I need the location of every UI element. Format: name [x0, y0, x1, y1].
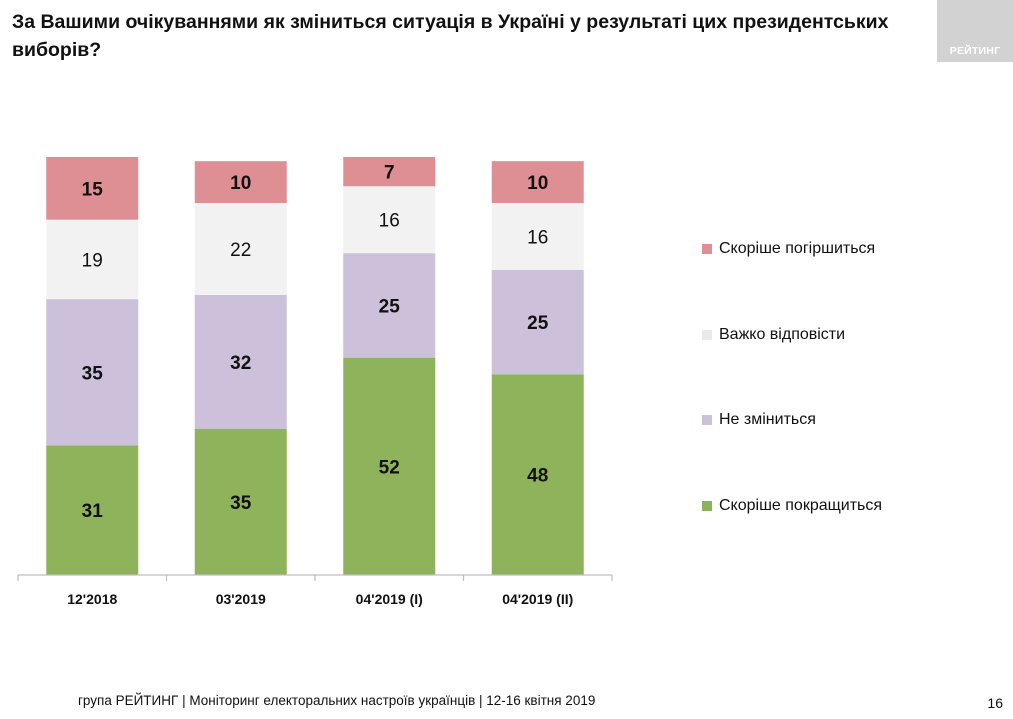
legend-swatch [702, 330, 712, 340]
legend-item-скоріше-погіршиться: Скоріше погіршиться [702, 240, 875, 258]
category-label: 04'2019 (I) [356, 591, 423, 607]
bar-data-label: 10 [230, 173, 251, 194]
bar-segment-скоріше-погіршиться [194, 161, 287, 203]
bar-segment-важко-відповісти [194, 202, 287, 295]
category-label: 03'2019 [216, 591, 266, 607]
bar-data-label: 48 [527, 466, 548, 487]
legend-label: Не зміниться [719, 411, 816, 428]
bar-segment-скоріше-покращиться [194, 428, 287, 575]
legend-label: Скоріше покращиться [719, 497, 883, 514]
rating-logo: РЕЙТИНГ [937, 0, 1013, 62]
legend-swatch [702, 244, 712, 254]
chart-legend: Скоріше погіршиться Важко відповісти Не зм… [702, 0, 962, 540]
category-label: 04'2019 (II) [502, 591, 573, 607]
legend-item-важко-відповісти: Важко відповісти [702, 326, 845, 344]
footer-text: група РЕЙТИНГ | Моніторинг електоральних… [78, 693, 596, 708]
bar-data-label: 7 [384, 163, 395, 184]
bar-segment-не-зміниться [194, 294, 287, 429]
bar-segment-важко-відповісти [491, 202, 584, 270]
bar-data-label: 16 [379, 211, 400, 232]
category-labels: 12'2018 03'2019 04'2019 (I) 04'2019 (II) [67, 591, 573, 607]
page-number: 16 [987, 695, 1003, 711]
category-label: 12'2018 [67, 591, 117, 607]
bar-segment-скоріше-погіршиться [343, 157, 436, 187]
bar-data-label: 25 [379, 296, 401, 317]
bar-segment-скоріше-покращиться [46, 445, 139, 575]
bar-data-label: 19 [82, 250, 103, 271]
legend-item-не-зміниться: Не зміниться [702, 411, 816, 429]
bar-data-label: 22 [230, 240, 251, 261]
legend-swatch [702, 415, 712, 425]
bar-segment-важко-відповісти [46, 219, 139, 300]
bar-segment-скоріше-покращиться [491, 374, 584, 575]
slide-title: За Вашими очікуваннями як зміниться ситу… [12, 11, 889, 61]
logo-text: РЕЙТИНГ [949, 45, 1001, 57]
x-axis [17, 574, 613, 581]
bars-group: 31 35 19 15 35 32 22 10 52 25 16 7 48 25 16 10 [46, 157, 584, 575]
bar-data-label: 16 [527, 227, 548, 248]
bar-segment-не-зміниться [491, 269, 584, 375]
bar-segment-скоріше-погіршиться [46, 157, 139, 220]
bar-segment-скоріше-погіршиться [491, 161, 584, 203]
bar-data-label: 32 [230, 353, 251, 374]
legend-label: Важко відповісти [719, 326, 846, 343]
bar-data-label: 15 [82, 179, 104, 200]
bar-data-label: 35 [230, 493, 252, 514]
bar-segment-важко-відповісти [343, 186, 436, 254]
bar-segment-не-зміниться [46, 299, 139, 446]
legend-item-скоріше-покращиться: Скоріше покращиться [702, 497, 882, 515]
legend-label: Скоріше погіршиться [719, 240, 876, 257]
bar-data-label: 10 [527, 173, 548, 194]
bar-data-label: 35 [82, 363, 104, 384]
bar-data-label: 52 [379, 457, 400, 478]
bar-data-label: 25 [527, 313, 549, 334]
bar-data-label: 31 [82, 501, 104, 522]
legend-swatch [702, 501, 712, 511]
bar-segment-скоріше-покращиться [343, 357, 436, 575]
bar-segment-не-зміниться [343, 253, 436, 358]
